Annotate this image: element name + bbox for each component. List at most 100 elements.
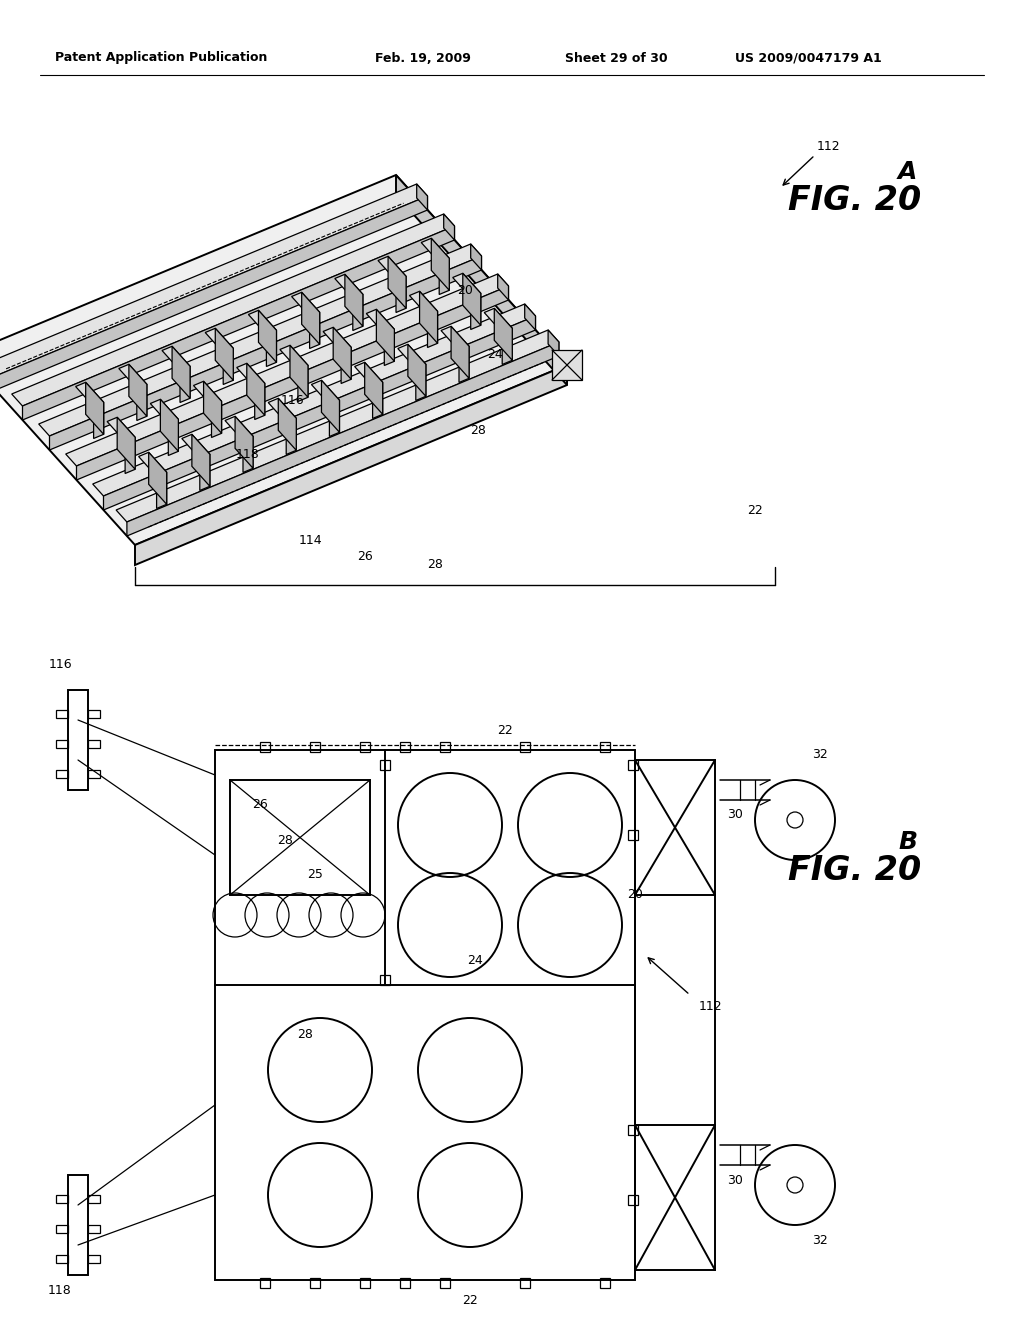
- Polygon shape: [212, 401, 221, 437]
- Text: 32: 32: [812, 748, 827, 762]
- Polygon shape: [205, 329, 233, 352]
- Polygon shape: [302, 292, 319, 345]
- Polygon shape: [247, 363, 265, 416]
- Polygon shape: [103, 315, 536, 510]
- Polygon shape: [441, 326, 469, 351]
- Polygon shape: [108, 417, 135, 441]
- Polygon shape: [388, 256, 407, 309]
- Polygon shape: [322, 380, 340, 433]
- Text: 30: 30: [727, 1173, 743, 1187]
- Polygon shape: [439, 259, 450, 294]
- Text: 116: 116: [281, 393, 304, 407]
- Polygon shape: [268, 399, 296, 422]
- Polygon shape: [471, 244, 481, 271]
- Polygon shape: [49, 256, 481, 450]
- Polygon shape: [172, 346, 190, 399]
- Text: FIG. 20: FIG. 20: [788, 854, 922, 887]
- Polygon shape: [377, 309, 394, 362]
- Text: 28: 28: [427, 558, 443, 572]
- Text: 28: 28: [470, 424, 486, 437]
- Polygon shape: [116, 330, 559, 521]
- Polygon shape: [194, 381, 221, 405]
- Polygon shape: [396, 176, 567, 385]
- Polygon shape: [333, 327, 351, 379]
- Polygon shape: [427, 312, 437, 347]
- Polygon shape: [495, 309, 512, 360]
- Polygon shape: [280, 346, 308, 370]
- Polygon shape: [0, 195, 427, 389]
- Polygon shape: [311, 380, 340, 404]
- Text: 118: 118: [237, 449, 260, 462]
- Polygon shape: [162, 346, 190, 371]
- Polygon shape: [452, 326, 469, 379]
- Text: 22: 22: [748, 503, 763, 516]
- Polygon shape: [119, 364, 146, 388]
- Polygon shape: [421, 239, 450, 263]
- Polygon shape: [168, 420, 178, 455]
- Polygon shape: [237, 363, 265, 388]
- Polygon shape: [255, 383, 265, 420]
- Polygon shape: [484, 309, 512, 333]
- Text: 22: 22: [497, 723, 513, 737]
- Polygon shape: [416, 364, 426, 400]
- Polygon shape: [204, 381, 221, 433]
- Polygon shape: [191, 434, 210, 486]
- Polygon shape: [66, 275, 509, 466]
- Text: 28: 28: [278, 833, 293, 846]
- Polygon shape: [127, 342, 559, 536]
- Polygon shape: [148, 453, 167, 504]
- Polygon shape: [335, 275, 362, 298]
- Polygon shape: [408, 345, 426, 396]
- Polygon shape: [292, 292, 319, 317]
- Polygon shape: [243, 437, 253, 473]
- Text: 24: 24: [487, 348, 503, 362]
- Text: 114: 114: [298, 533, 322, 546]
- Polygon shape: [524, 304, 536, 330]
- Text: 116: 116: [48, 659, 72, 672]
- Text: 20: 20: [627, 888, 643, 902]
- Polygon shape: [23, 226, 455, 420]
- Text: B: B: [898, 830, 918, 854]
- Polygon shape: [76, 383, 103, 407]
- Text: 118: 118: [48, 1283, 72, 1296]
- Polygon shape: [345, 275, 362, 326]
- Polygon shape: [354, 362, 383, 387]
- Polygon shape: [161, 399, 178, 451]
- Text: 20: 20: [457, 284, 473, 297]
- Polygon shape: [200, 454, 210, 491]
- Polygon shape: [378, 256, 407, 281]
- Text: 112: 112: [816, 140, 840, 153]
- Polygon shape: [180, 366, 190, 403]
- Polygon shape: [502, 329, 512, 364]
- Polygon shape: [552, 350, 582, 380]
- Polygon shape: [384, 329, 394, 366]
- Polygon shape: [138, 453, 167, 477]
- Polygon shape: [279, 399, 296, 450]
- Polygon shape: [365, 362, 383, 414]
- Text: 30: 30: [727, 808, 743, 821]
- Polygon shape: [135, 366, 567, 565]
- Polygon shape: [117, 417, 135, 470]
- Polygon shape: [373, 383, 383, 418]
- Polygon shape: [125, 437, 135, 474]
- Polygon shape: [157, 473, 167, 508]
- Text: 25: 25: [307, 869, 323, 882]
- Polygon shape: [498, 275, 509, 300]
- Polygon shape: [151, 399, 178, 424]
- Polygon shape: [367, 309, 394, 334]
- Polygon shape: [324, 327, 351, 351]
- Polygon shape: [39, 244, 481, 436]
- Polygon shape: [330, 400, 340, 437]
- Polygon shape: [182, 434, 210, 458]
- Polygon shape: [266, 330, 276, 367]
- Text: A: A: [898, 160, 918, 183]
- Polygon shape: [0, 183, 427, 376]
- Polygon shape: [463, 273, 481, 325]
- Polygon shape: [431, 239, 450, 290]
- Polygon shape: [417, 183, 427, 210]
- Polygon shape: [309, 313, 319, 348]
- Text: Sheet 29 of 30: Sheet 29 of 30: [565, 51, 668, 65]
- Polygon shape: [353, 294, 362, 330]
- Polygon shape: [0, 176, 567, 545]
- Text: US 2009/0047179 A1: US 2009/0047179 A1: [735, 51, 882, 65]
